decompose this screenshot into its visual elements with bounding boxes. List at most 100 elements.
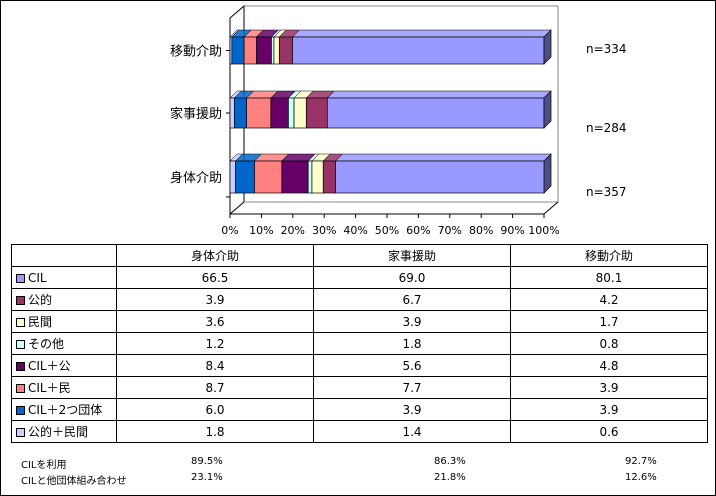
column-header: 身体介助 [116, 244, 314, 267]
floor-edge [230, 201, 559, 215]
bar-end [543, 29, 552, 65]
row-label: 民間 [11, 310, 117, 333]
table-cell: 3.9 [510, 398, 708, 421]
x-tick-label: 60% [406, 224, 430, 237]
back-wall [244, 5, 559, 203]
x-tick-label: 90% [500, 224, 524, 237]
legend-label: CIL＋公 [28, 359, 71, 373]
table-cell: 66.5 [116, 266, 314, 289]
header-blank [11, 244, 117, 267]
bar-top [326, 90, 552, 99]
bar-segment [278, 36, 293, 65]
row-label: 公的 [11, 288, 117, 311]
x-tick-label: 80% [469, 224, 493, 237]
n-label: n=357 [586, 185, 627, 199]
x-tick-label: 70% [438, 224, 462, 237]
x-tick-label: 30% [312, 224, 336, 237]
legend-label: CIL＋民 [28, 381, 71, 395]
table-cell: 6.0 [116, 398, 314, 421]
bar-segment [246, 97, 272, 129]
table-cell: 0.8 [510, 332, 708, 355]
legend-label: 公的 [28, 293, 53, 307]
summary-value: 92.7% [625, 456, 657, 467]
table-cell: 1.7 [510, 310, 708, 333]
table-row: 公的＋民間 1.8 1.4 0.6 [11, 420, 708, 443]
category-label: 身体介助 [170, 170, 222, 186]
bar-top [291, 29, 552, 38]
x-tick-label: 0% [221, 224, 238, 237]
bar-segment [229, 160, 237, 194]
bar-segment [254, 160, 283, 194]
table-row: その他 1.2 1.8 0.8 [11, 332, 708, 355]
bar-segment [322, 160, 336, 194]
table-cell: 80.1 [510, 266, 708, 289]
legend-swatch [16, 384, 25, 393]
bar-segment [235, 160, 255, 194]
row-label: 公的＋民間 [11, 420, 117, 443]
bar-segment [234, 97, 247, 129]
x-tick-label: 100% [528, 224, 559, 237]
legend-swatch [16, 428, 25, 437]
row-label: その他 [11, 332, 117, 355]
table-cell: 0.6 [510, 420, 708, 443]
legend-label: 民間 [28, 315, 53, 329]
table-cell: 3.9 [313, 310, 511, 333]
bar-segment [326, 97, 545, 129]
x-tick-label: 10% [249, 224, 273, 237]
bar-segment [271, 36, 275, 65]
table-row: CIL＋民 8.7 7.7 3.9 [11, 376, 708, 399]
table-cell: 7.7 [313, 376, 511, 399]
x-tick-label: 40% [343, 224, 367, 237]
table-row: 民間 3.6 3.9 1.7 [11, 310, 708, 333]
bar-segment [281, 160, 309, 194]
bar-segment [273, 36, 280, 65]
legend-swatch [16, 296, 25, 305]
category-label: 移動介助 [170, 45, 222, 60]
row-label: CIL＋公 [11, 354, 117, 377]
table-row: CIL 66.5 69.0 80.1 [11, 266, 708, 289]
table-cell: 6.7 [313, 288, 511, 311]
table-row: 公的 3.9 6.7 4.2 [11, 288, 708, 311]
bar-segment [293, 97, 307, 129]
legend-swatch [16, 362, 25, 371]
summary-label: CILを利用 [21, 460, 67, 471]
table-cell: 1.4 [313, 420, 511, 443]
summary-value: 23.1% [191, 472, 223, 483]
table-cell: 3.9 [313, 398, 511, 421]
summary-value: 86.3% [434, 456, 466, 467]
legend-swatch [16, 340, 25, 349]
bar-segment [231, 36, 245, 65]
bar-segment [307, 160, 313, 194]
table-header: 身体介助 家事援助 移動介助 [11, 244, 708, 267]
x-tick-label: 50% [375, 224, 399, 237]
table-cell: 8.4 [116, 354, 314, 377]
legend-swatch [16, 273, 25, 283]
table-cell: 5.6 [313, 354, 511, 377]
table-cell: 1.8 [313, 332, 511, 355]
table-cell: 1.8 [116, 420, 314, 443]
table-cell: 1.2 [116, 332, 314, 355]
table-cell: 69.0 [313, 266, 511, 289]
summary-value: 12.6% [625, 472, 657, 483]
legend-label: 公的＋民間 [28, 425, 89, 439]
stacked-bar-chart: 0% 10% 20% 30% 40% 50% 60% 70% 80% 90% 100% 身体介助 n=3… [170, 4, 627, 237]
table-cell: 4.8 [510, 354, 708, 377]
summary-value: 89.5% [191, 456, 223, 467]
column-header: 移動介助 [510, 244, 708, 267]
table-cell: 4.2 [510, 288, 708, 311]
table-row: CIL＋2つ団体 6.0 3.9 3.9 [11, 398, 708, 421]
bar-segment [288, 97, 295, 129]
bar-segment [335, 160, 545, 194]
table-cell: 8.7 [116, 376, 314, 399]
legend-swatch [16, 318, 25, 327]
n-label: n=284 [586, 121, 627, 135]
table-cell: 3.9 [510, 376, 708, 399]
legend-label: CIL＋2つ団体 [28, 403, 103, 417]
bar-segment [229, 97, 235, 129]
table-cell: 3.9 [116, 288, 314, 311]
legend-label: その他 [28, 337, 65, 351]
row-label: CIL＋2つ団体 [11, 398, 117, 421]
table-cell: 3.6 [116, 310, 314, 333]
summary-value: 21.8% [434, 472, 466, 483]
